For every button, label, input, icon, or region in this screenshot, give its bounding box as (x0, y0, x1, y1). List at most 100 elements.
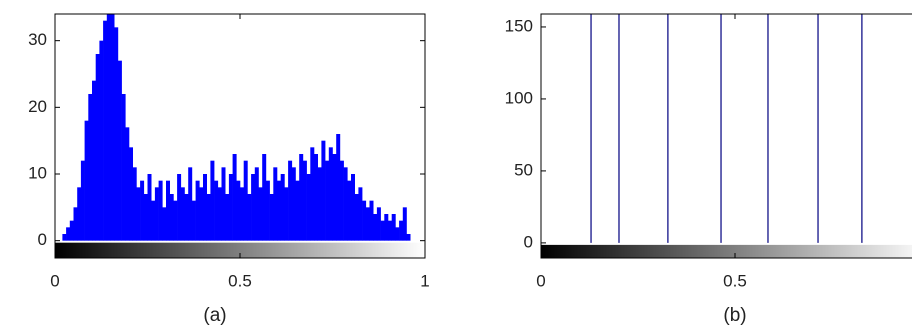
bar (288, 160, 293, 241)
bar (84, 120, 89, 241)
bar (177, 174, 182, 241)
bar (95, 54, 100, 241)
y-tick-label: 0 (38, 230, 47, 249)
bar (306, 174, 311, 241)
bar (103, 20, 108, 241)
bar (140, 180, 145, 241)
chart: 0 10 20 30 0 0.5 1 (a) (28, 13, 430, 326)
bar (80, 160, 85, 241)
bar (265, 180, 270, 241)
bar (332, 154, 337, 241)
bar (162, 207, 167, 241)
bar (114, 27, 119, 241)
plot-area (55, 14, 425, 258)
chart: 0 50 100 150 0 0.5 (b) (505, 13, 912, 326)
y-tick-label: 100 (505, 88, 533, 107)
bar (132, 167, 137, 241)
x-tick-label: 0 (50, 271, 59, 290)
bar (169, 194, 174, 241)
x-tick-label: 0.5 (228, 271, 252, 290)
bar (199, 187, 204, 241)
bar (251, 174, 256, 241)
bar (299, 154, 304, 241)
bar (254, 167, 259, 241)
bar (336, 134, 341, 241)
caption: (a) (203, 305, 226, 326)
bar (391, 214, 396, 241)
bar (365, 207, 370, 241)
bar (314, 154, 318, 241)
y-tick-label: 10 (28, 163, 47, 182)
y-tick-label: 30 (28, 30, 47, 49)
bar (166, 180, 170, 241)
bar (217, 187, 222, 241)
y-tick-label: 50 (514, 160, 533, 179)
bar (354, 194, 359, 241)
bar (225, 194, 230, 241)
bar (247, 194, 252, 241)
bar (188, 167, 193, 241)
bar (388, 220, 392, 241)
bar (228, 174, 233, 241)
bar (221, 167, 226, 241)
bar (121, 94, 126, 241)
bar (99, 40, 104, 241)
bar (273, 167, 278, 241)
bar (92, 80, 96, 241)
bar (206, 194, 211, 241)
bar (347, 180, 352, 241)
bar (69, 220, 74, 241)
bar (351, 174, 355, 241)
bar (195, 180, 200, 241)
colorbar (541, 244, 912, 258)
y-tick-label: 150 (505, 16, 533, 35)
plot-area (541, 14, 912, 258)
bar (399, 220, 404, 241)
bar (236, 180, 241, 241)
bar (321, 140, 326, 241)
bar (376, 207, 381, 241)
bar (373, 214, 378, 241)
bar (106, 14, 111, 241)
bar (395, 227, 400, 241)
bar (369, 200, 374, 241)
x-tick-label: 0.5 (723, 271, 747, 290)
bar (243, 160, 248, 241)
bar (158, 180, 163, 241)
bar (302, 160, 307, 241)
bar (125, 127, 130, 241)
bar (406, 234, 411, 241)
y-tick-label: 20 (28, 97, 47, 116)
bar (295, 180, 300, 241)
bar (136, 187, 141, 241)
bar (191, 200, 196, 241)
bar (173, 200, 178, 241)
bar (232, 154, 237, 241)
bar (110, 14, 115, 241)
bar (402, 207, 407, 241)
bar (154, 187, 159, 241)
bar (62, 234, 67, 241)
bar (151, 200, 156, 241)
y-tick-label: 0 (524, 232, 533, 251)
bar (88, 94, 93, 241)
bar (339, 160, 344, 241)
bar (277, 180, 281, 241)
bar (240, 187, 244, 241)
bar (66, 227, 71, 241)
bar (77, 187, 82, 241)
bar (129, 147, 133, 241)
bar (328, 147, 333, 241)
bar (280, 174, 285, 241)
caption: (b) (723, 305, 746, 326)
axes-frame (540, 13, 912, 259)
bar (380, 220, 385, 241)
colorbar (55, 242, 425, 258)
bar (214, 180, 219, 241)
bar (117, 60, 122, 241)
bar (384, 214, 389, 241)
bar (143, 194, 148, 241)
x-tick-label: 0 (536, 271, 545, 290)
